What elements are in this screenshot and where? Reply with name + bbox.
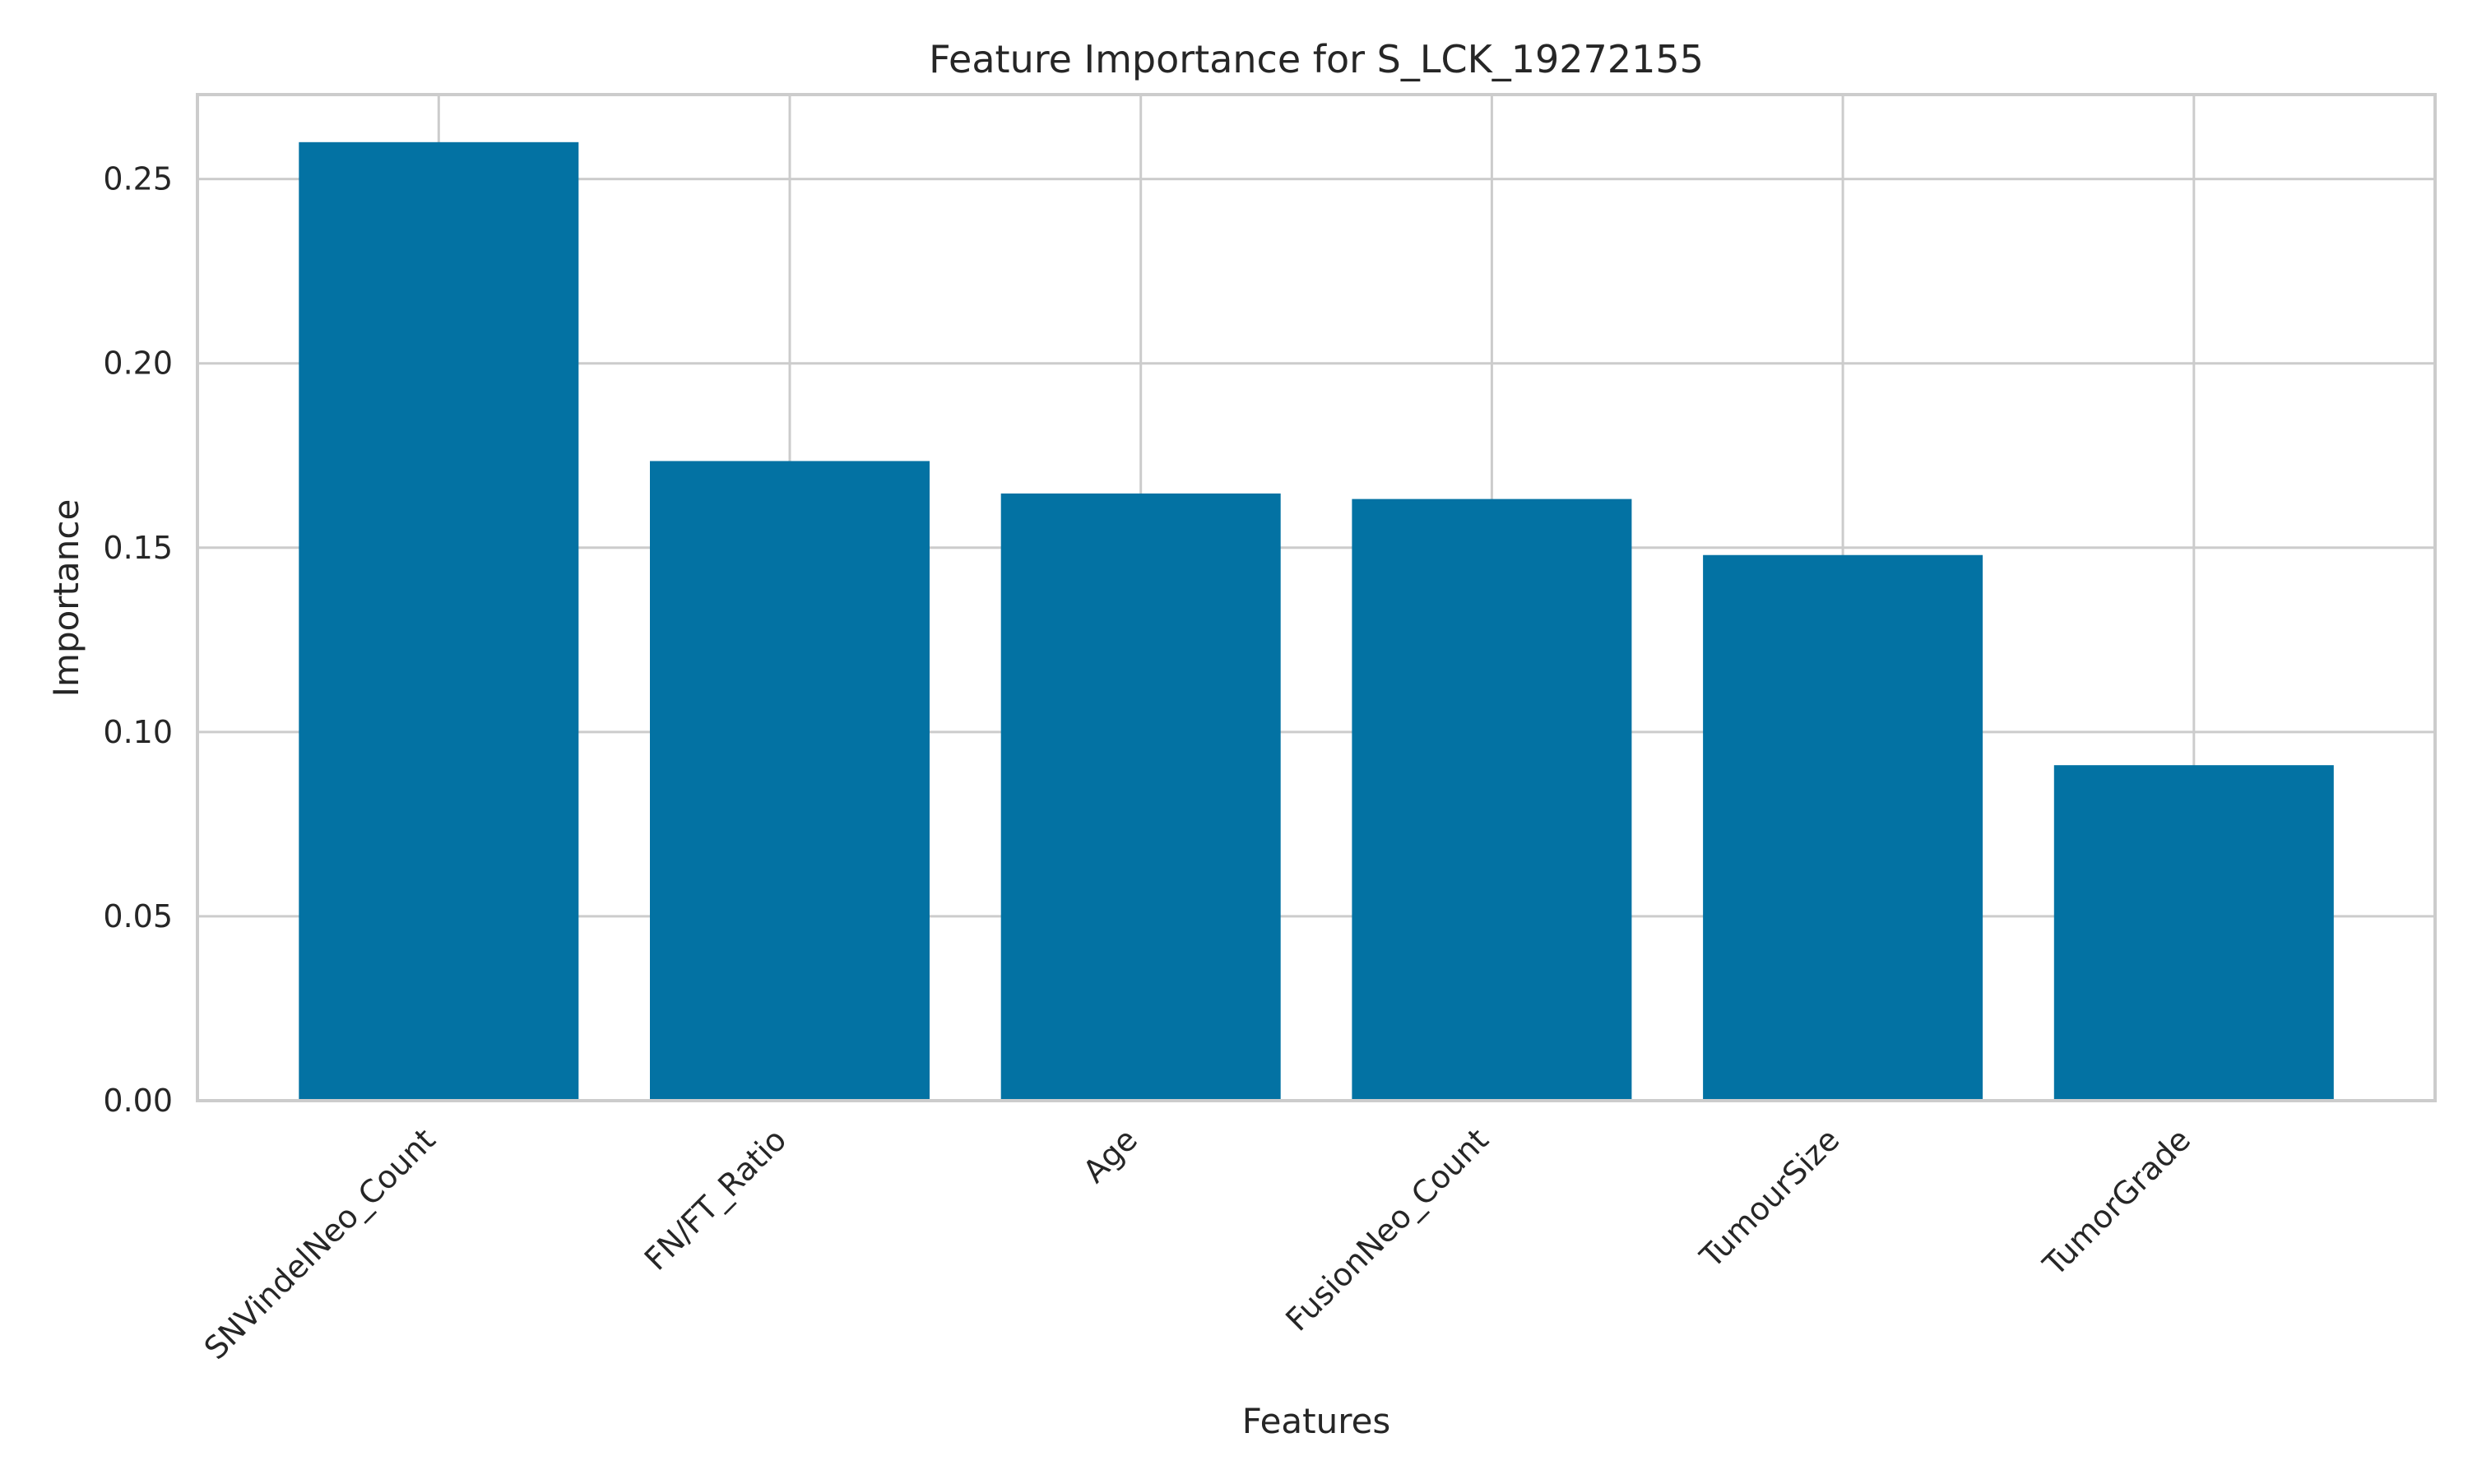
y-tick-label: 0.05 <box>103 898 173 934</box>
y-axis-label: Importance <box>46 499 86 698</box>
y-tick-labels: 0.00 0.05 0.10 0.15 0.20 0.25 <box>103 161 173 1119</box>
bar <box>1000 493 1281 1101</box>
y-tick-label: 0.10 <box>103 714 173 750</box>
y-tick-label: 0.00 <box>103 1083 173 1119</box>
x-tick-label: SNVindelNeo_Count <box>197 1121 443 1366</box>
x-axis-label: Features <box>1242 1401 1391 1441</box>
bars <box>299 141 2334 1101</box>
y-tick-label: 0.20 <box>103 345 173 382</box>
bar <box>1703 554 1983 1101</box>
chart-title: Feature Importance for S_LCK_19272155 <box>929 37 1704 81</box>
bar <box>650 461 930 1101</box>
x-tick-label: FusionNeo_Count <box>1278 1121 1495 1338</box>
bar <box>1352 499 1632 1101</box>
x-tick-label: Age <box>1076 1121 1144 1190</box>
x-tick-labels: SNVindelNeo_Count FN/FT_Ratio Age FusionNeo… <box>197 1121 2197 1366</box>
y-tick-label: 0.15 <box>103 530 173 566</box>
x-tick-label: FN/FT_Ratio <box>638 1121 794 1278</box>
bar <box>299 141 579 1101</box>
bar <box>2053 765 2334 1101</box>
plot-frame <box>196 93 2437 1102</box>
x-tick-label: TumorGrade <box>2035 1121 2197 1283</box>
y-tick-label: 0.25 <box>103 161 173 197</box>
x-tick-label: TumourSize <box>1692 1121 1846 1275</box>
